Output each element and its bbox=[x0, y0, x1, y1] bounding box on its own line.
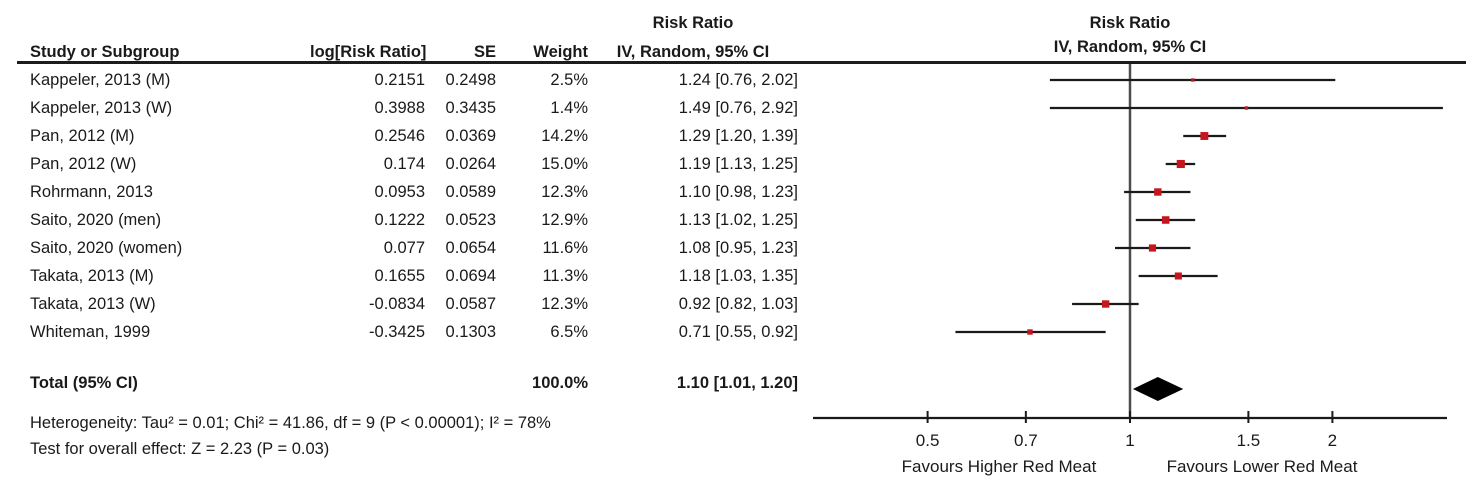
study-ci: 1.49 [0.76, 2.92] bbox=[678, 98, 798, 117]
effect-square bbox=[1244, 106, 1249, 110]
plot-column-title: Risk Ratio bbox=[1089, 14, 1171, 32]
col-header-study: Study or Subgroup bbox=[30, 42, 180, 61]
col-header-se: SE bbox=[473, 42, 496, 61]
study-se: 0.0587 bbox=[445, 294, 496, 313]
axis-tick-label: 0.5 bbox=[916, 431, 940, 450]
table-row: Kappeler, 2013 (M) 0.2151 0.2498 2.5% 1.… bbox=[30, 66, 798, 94]
study-weight: 11.3% bbox=[542, 266, 588, 285]
table-row: Saito, 2020 (women) 0.077 0.0654 11.6% 1… bbox=[30, 234, 798, 262]
study-label: Kappeler, 2013 (W) bbox=[30, 98, 173, 117]
effect-square bbox=[1161, 216, 1170, 224]
effect-square bbox=[1174, 272, 1182, 280]
study-weight: 1.4% bbox=[550, 98, 588, 117]
study-se: 0.1303 bbox=[445, 322, 496, 341]
study-log-rr: 0.0953 bbox=[374, 182, 425, 201]
study-ci: 1.13 [1.02, 1.25] bbox=[678, 210, 798, 229]
study-se: 0.0369 bbox=[445, 126, 496, 145]
study-se: 0.0589 bbox=[445, 182, 496, 201]
effect-column-title: Risk Ratio bbox=[652, 14, 734, 32]
study-label: Saito, 2020 (men) bbox=[30, 210, 162, 229]
favours-right-label: Favours Lower Red Meat bbox=[1167, 457, 1358, 476]
table-row: Saito, 2020 (men) 0.1222 0.0523 12.9% 1.… bbox=[30, 206, 798, 234]
study-label: Kappeler, 2013 (M) bbox=[30, 70, 171, 89]
study-log-rr: -0.3425 bbox=[369, 322, 425, 341]
study-label: Takata, 2013 (M) bbox=[30, 266, 154, 285]
table-row: Takata, 2013 (M) 0.1655 0.0694 11.3% 1.1… bbox=[30, 262, 798, 290]
study-ci: 1.10 [0.98, 1.23] bbox=[678, 182, 798, 201]
table-row: Takata, 2013 (W) -0.0834 0.0587 12.3% 0.… bbox=[30, 290, 798, 318]
axis-tick-label: 1.5 bbox=[1237, 431, 1261, 450]
study-se: 0.3435 bbox=[445, 98, 496, 117]
effect-square bbox=[1200, 132, 1209, 140]
study-ci: 1.29 [1.20, 1.39] bbox=[678, 126, 798, 145]
study-log-rr: 0.2151 bbox=[374, 70, 425, 89]
study-weight: 12.3% bbox=[541, 182, 588, 201]
study-weight: 2.5% bbox=[550, 70, 588, 89]
study-ci: 1.18 [1.03, 1.35] bbox=[678, 266, 798, 285]
study-log-rr: -0.0834 bbox=[369, 294, 425, 313]
col-header-effect: IV, Random, 95% CI bbox=[616, 42, 770, 61]
study-ci: 1.08 [0.95, 1.23] bbox=[678, 238, 798, 257]
table-row: Whiteman, 1999 -0.3425 0.1303 6.5% 0.71 … bbox=[30, 318, 798, 346]
study-label: Rohrmann, 2013 bbox=[30, 182, 153, 201]
study-se: 0.0694 bbox=[445, 266, 496, 285]
heterogeneity-note: Heterogeneity: Tau² = 0.01; Chi² = 41.86… bbox=[30, 414, 551, 432]
study-log-rr: 0.077 bbox=[383, 238, 425, 257]
study-ci: 1.24 [0.76, 2.02] bbox=[678, 70, 798, 89]
study-label: Saito, 2020 (women) bbox=[30, 238, 183, 257]
study-label: Takata, 2013 (W) bbox=[30, 294, 156, 313]
table-row: Kappeler, 2013 (W) 0.3988 0.3435 1.4% 1.… bbox=[30, 94, 798, 122]
study-se: 0.0264 bbox=[445, 154, 496, 173]
study-log-rr: 0.1222 bbox=[374, 210, 425, 229]
study-weight: 11.6% bbox=[542, 238, 588, 257]
overall-effect-note: Test for overall effect: Z = 2.23 (P = 0… bbox=[30, 440, 330, 458]
table-header-row: Study or Subgroup log[Risk Ratio] SE Wei… bbox=[30, 38, 798, 66]
effect-square bbox=[1176, 159, 1185, 169]
total-row: Total (95% CI) 100.0% 1.10 [1.01, 1.20] bbox=[30, 369, 798, 397]
table-row: Pan, 2012 (W) 0.174 0.0264 15.0% 1.19 [1… bbox=[30, 150, 798, 178]
axis-tick-label: 0.7 bbox=[1014, 431, 1038, 450]
axis-tick-label: 1 bbox=[1125, 431, 1134, 450]
axis-tick-label: 2 bbox=[1328, 431, 1337, 450]
header-rule bbox=[17, 61, 1466, 64]
study-log-rr: 0.3988 bbox=[374, 98, 425, 117]
col-header-weight: Weight bbox=[533, 42, 588, 61]
table-row: Rohrmann, 2013 0.0953 0.0589 12.3% 1.10 … bbox=[30, 178, 798, 206]
study-log-rr: 0.1655 bbox=[374, 266, 425, 285]
col-header-log-rr: log[Risk Ratio] bbox=[310, 42, 427, 61]
total-label: Total (95% CI) bbox=[30, 373, 138, 392]
study-weight: 15.0% bbox=[541, 154, 588, 173]
effect-square bbox=[1148, 244, 1157, 252]
study-weight: 12.9% bbox=[541, 210, 588, 229]
effect-square bbox=[1154, 188, 1162, 196]
study-weight: 12.3% bbox=[541, 294, 588, 313]
table-row: Pan, 2012 (M) 0.2546 0.0369 14.2% 1.29 [… bbox=[30, 122, 798, 150]
effect-square bbox=[1027, 329, 1033, 335]
study-log-rr: 0.174 bbox=[383, 154, 425, 173]
study-weight: 6.5% bbox=[550, 322, 588, 341]
summary-diamond bbox=[1132, 377, 1184, 401]
total-weight: 100.0% bbox=[532, 373, 588, 392]
favours-left-label: Favours Higher Red Meat bbox=[902, 457, 1097, 476]
study-label: Pan, 2012 (M) bbox=[30, 126, 135, 145]
study-ci: 0.71 [0.55, 0.92] bbox=[678, 322, 798, 341]
study-se: 0.0654 bbox=[445, 238, 496, 257]
study-label: Pan, 2012 (W) bbox=[30, 154, 137, 173]
study-ci: 1.19 [1.13, 1.25] bbox=[678, 154, 798, 173]
study-se: 0.0523 bbox=[445, 210, 496, 229]
study-log-rr: 0.2546 bbox=[374, 126, 425, 145]
total-ci: 1.10 [1.01, 1.20] bbox=[676, 373, 798, 392]
study-weight: 14.2% bbox=[541, 126, 588, 145]
plot-column-subtitle: IV, Random, 95% CI bbox=[1053, 38, 1207, 56]
study-label: Whiteman, 1999 bbox=[30, 322, 151, 341]
study-se: 0.2498 bbox=[445, 70, 496, 89]
study-ci: 0.92 [0.82, 1.03] bbox=[678, 294, 798, 313]
effect-square bbox=[1101, 300, 1110, 308]
effect-square bbox=[1191, 78, 1195, 82]
